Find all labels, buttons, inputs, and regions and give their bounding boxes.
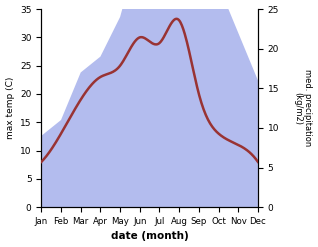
X-axis label: date (month): date (month) [111,231,189,242]
Y-axis label: max temp (C): max temp (C) [5,77,15,139]
Y-axis label: med. precipitation
(kg/m2): med. precipitation (kg/m2) [293,69,313,147]
